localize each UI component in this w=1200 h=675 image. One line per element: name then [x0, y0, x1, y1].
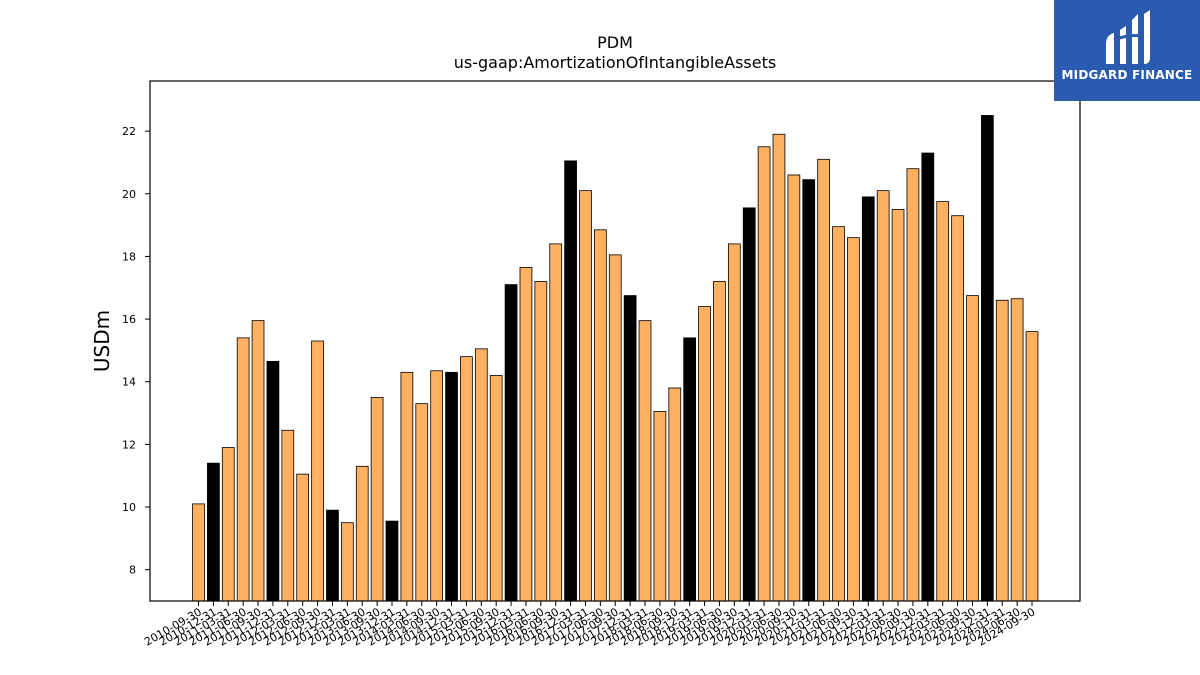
bar-2024-09-30	[1025, 331, 1039, 602]
chart-title: PDM	[597, 33, 633, 52]
plot-frame	[149, 80, 1081, 602]
bar-2016-12-31	[564, 160, 577, 602]
chart-subtitle: us-gaap:AmortizationOfIntangibleAssets	[454, 53, 776, 72]
bar-2020-03-31	[757, 146, 771, 602]
bar-2018-09-30	[668, 387, 682, 602]
logo-text: MIDGARD FINANCE	[1061, 68, 1193, 82]
bar-2022-06-30	[891, 209, 905, 602]
y-tick-label: 16	[122, 313, 136, 326]
y-tick-label: 12	[122, 438, 136, 451]
bar-2018-03-31	[638, 320, 652, 602]
bar-2022-03-31	[876, 190, 890, 602]
bar-2021-09-30	[847, 237, 860, 602]
y-tick-label: 18	[122, 250, 136, 263]
bar-2017-03-31	[579, 190, 592, 602]
bar-2020-12-31	[802, 179, 816, 602]
bar-2012-12-31	[326, 509, 339, 602]
bar-2016-06-30	[534, 281, 548, 602]
bar-2017-09-30	[608, 254, 622, 602]
bar-2013-03-31	[340, 522, 354, 602]
y-tick-label: 8	[129, 564, 136, 577]
bar-2019-06-30	[713, 281, 726, 602]
bar-2022-12-31	[921, 152, 935, 602]
bar-2015-09-30	[489, 375, 503, 602]
bar-2010-09-30	[192, 503, 205, 602]
bar-2018-12-31	[683, 337, 697, 602]
bar-2013-12-31	[385, 520, 399, 602]
bar-2022-09-30	[906, 168, 920, 602]
x-axis-ticks: 2010-09-302010-12-312011-03-312011-06-30…	[142, 601, 1038, 649]
bar-2015-12-31	[504, 284, 518, 602]
bar-2020-06-30	[772, 133, 786, 602]
y-tick-label: 10	[122, 501, 136, 514]
bar-2015-06-30	[474, 348, 488, 602]
bar-2023-06-30	[951, 215, 964, 602]
bar-2016-03-31	[519, 266, 533, 602]
y-tick-label: 14	[122, 376, 136, 389]
y-axis-label: USDm	[90, 310, 114, 372]
bar-2019-12-31	[742, 207, 756, 602]
bar-2017-12-31	[623, 295, 637, 602]
logo-mark-icon	[1106, 10, 1150, 64]
bar-2013-06-30	[355, 465, 369, 602]
bar-2010-12-31	[207, 462, 220, 602]
bar-2011-03-31	[221, 447, 235, 602]
bar-2024-03-31	[995, 299, 1009, 602]
midgard-finance-logo: MIDGARD FINANCE	[1054, 0, 1200, 101]
bar-2018-06-30	[653, 411, 667, 602]
bar-2024-06-30	[1010, 298, 1024, 602]
bar-2019-09-30	[727, 243, 741, 602]
bar-2014-06-30	[415, 403, 429, 602]
bar-2011-12-31	[266, 360, 280, 602]
bar-2011-06-30	[236, 337, 250, 602]
bar-2012-06-30	[296, 473, 310, 602]
bar-2023-12-31	[980, 115, 994, 602]
bar-2023-03-31	[936, 201, 950, 602]
bar-2021-03-31	[817, 158, 830, 602]
bar-2014-09-30	[430, 370, 444, 602]
bar-2019-03-31	[698, 306, 711, 602]
bar-2013-09-30	[370, 396, 384, 602]
bar-2023-09-30	[966, 295, 979, 602]
bar-2014-12-31	[445, 371, 458, 602]
bar-2020-09-30	[787, 174, 801, 602]
bar-2011-09-30	[251, 320, 265, 602]
bar-2017-06-30	[594, 229, 607, 602]
bar-2015-03-31	[460, 356, 473, 602]
bar-2014-03-31	[400, 371, 414, 602]
bars-group	[192, 115, 1039, 602]
y-axis-ticks: 8 10 12 14 16 18 20 22	[122, 125, 150, 577]
bar-2012-09-30	[311, 340, 324, 602]
bar-2021-12-31	[861, 196, 875, 602]
bar-2021-06-30	[832, 226, 845, 602]
y-tick-label: 20	[122, 188, 136, 201]
bar-2016-09-30	[549, 243, 563, 602]
y-tick-label: 22	[122, 125, 136, 138]
bar-2012-03-31	[281, 429, 295, 602]
